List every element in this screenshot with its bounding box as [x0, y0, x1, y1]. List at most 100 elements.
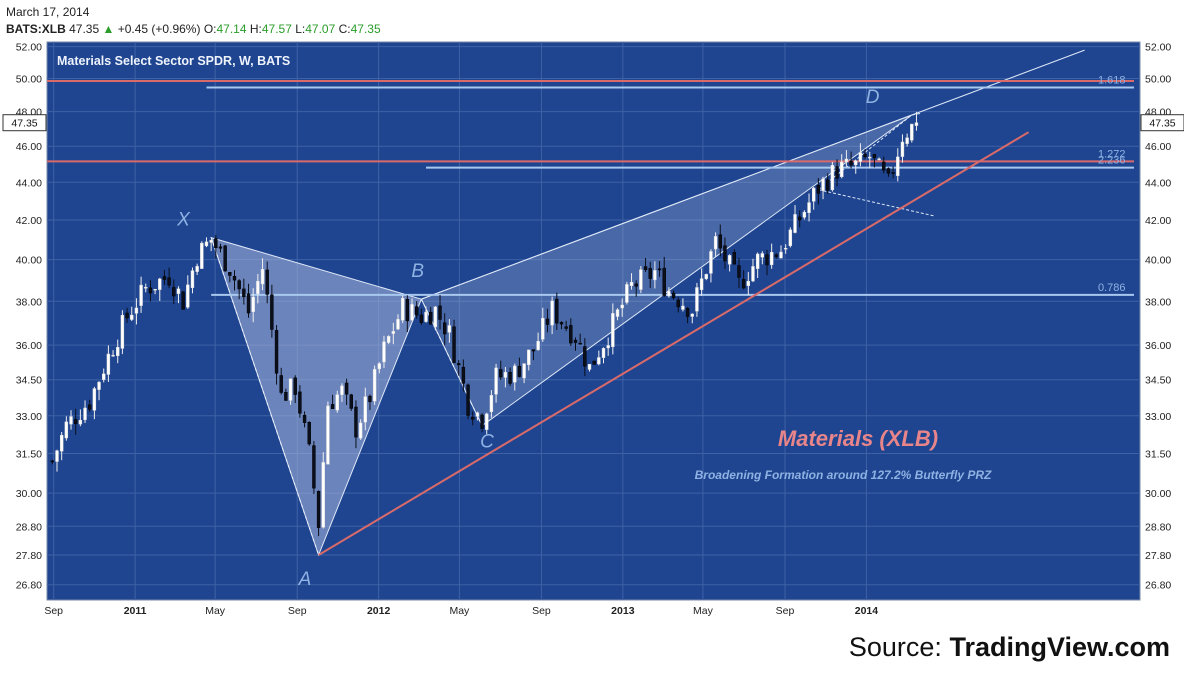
y-tick-label-left: 27.80 [16, 550, 42, 562]
support-trendline [318, 131, 1030, 556]
y-tick-label-left: 50.00 [16, 74, 42, 86]
x-tick-label: Sep [532, 605, 551, 617]
last-price-marker-right-text: 47.35 [1149, 118, 1175, 130]
candle-body-up [910, 123, 914, 141]
candle [718, 224, 722, 257]
candle-body-down [298, 391, 302, 414]
source-name: TradingView.com [949, 632, 1170, 662]
candle [134, 298, 139, 325]
y-tick-label-right: 36.00 [1145, 340, 1171, 352]
candle [545, 308, 550, 333]
candle [597, 350, 601, 366]
candle-body-up [629, 281, 634, 286]
candle [405, 295, 410, 333]
candle [102, 368, 106, 383]
candle-body-down [480, 414, 484, 429]
candle [50, 459, 55, 465]
candle-body-up [844, 158, 849, 163]
y-tick-label-right: 50.00 [1145, 74, 1171, 86]
candle [349, 393, 353, 411]
candle [92, 386, 97, 420]
candle [69, 410, 73, 430]
x-tick-label: May [205, 605, 226, 617]
candle-body-down [442, 322, 447, 335]
y-tick-label-left: 38.00 [16, 296, 42, 308]
candle [709, 249, 713, 283]
pattern-point-x: X [176, 210, 191, 231]
candle [807, 193, 811, 222]
candle [358, 419, 363, 440]
candle [840, 154, 844, 179]
candle [200, 241, 204, 269]
candle-body-up [704, 274, 708, 279]
candle [550, 296, 554, 335]
candle-body-down [569, 325, 573, 344]
y-tick-label-right: 26.80 [1145, 580, 1171, 592]
candle [391, 322, 396, 345]
leg-xa-dashed [210, 237, 320, 556]
candle [354, 400, 358, 449]
candle [55, 449, 59, 472]
pattern-point-d: D [866, 87, 880, 108]
candle-body-up [601, 348, 606, 358]
candle [527, 349, 531, 371]
y-tick-label-left: 30.00 [16, 488, 42, 500]
candle [162, 269, 167, 285]
candle-body-down [232, 276, 237, 281]
candle-body-up [620, 304, 624, 309]
candle-body-up [779, 251, 783, 259]
candle-body-down [181, 291, 185, 310]
candle-body-up [713, 236, 718, 250]
candle-body-down [218, 246, 223, 249]
leg-bc-dashed [420, 298, 483, 426]
candle [106, 345, 111, 382]
candle-body-up [326, 405, 330, 465]
candle-body-up [391, 331, 396, 334]
pattern-xab-triangle [210, 236, 423, 557]
candle-body-down [223, 245, 227, 272]
candle [611, 303, 615, 355]
candle-body-down [312, 445, 316, 489]
candle-body-up [699, 278, 704, 291]
candle-body-down [737, 265, 741, 278]
x-tick-label: May [693, 605, 714, 617]
candle [863, 149, 867, 159]
candle-body-down [816, 185, 821, 194]
candle-body-down [872, 154, 877, 159]
candle [639, 266, 643, 294]
candle [587, 364, 592, 372]
candle [578, 333, 582, 345]
candle [854, 159, 858, 174]
level-label-4: 0.786 [1098, 282, 1126, 294]
candle-body-down [214, 238, 218, 248]
candle-body-down [685, 307, 690, 317]
candle-body-down [648, 268, 652, 279]
candle-body-down [125, 312, 129, 319]
candle-body-down [676, 299, 680, 308]
y-tick-label-right: 52.00 [1145, 42, 1171, 54]
candle-body-up [111, 354, 115, 357]
candle [812, 186, 816, 210]
candle [372, 365, 377, 405]
candle-body-up [176, 288, 181, 294]
candle-body-down [284, 392, 288, 401]
candle-body-down [466, 384, 470, 416]
candle-body-up [190, 270, 195, 289]
candle [176, 286, 181, 304]
candle-body-down [555, 298, 559, 324]
candle [844, 149, 849, 167]
candle-body-down [835, 166, 839, 179]
candles-group [50, 111, 919, 537]
candle [732, 249, 736, 265]
y-tick-label-left: 26.80 [16, 580, 42, 592]
candle [508, 367, 512, 387]
y-tick-label-right: 33.00 [1145, 411, 1171, 423]
candle [653, 261, 657, 289]
y-tick-label-right: 30.00 [1145, 488, 1171, 500]
candle [167, 267, 171, 289]
candle-body-down [643, 266, 648, 270]
candle [648, 262, 652, 288]
candle [788, 227, 793, 248]
candle-body-up [485, 413, 489, 430]
